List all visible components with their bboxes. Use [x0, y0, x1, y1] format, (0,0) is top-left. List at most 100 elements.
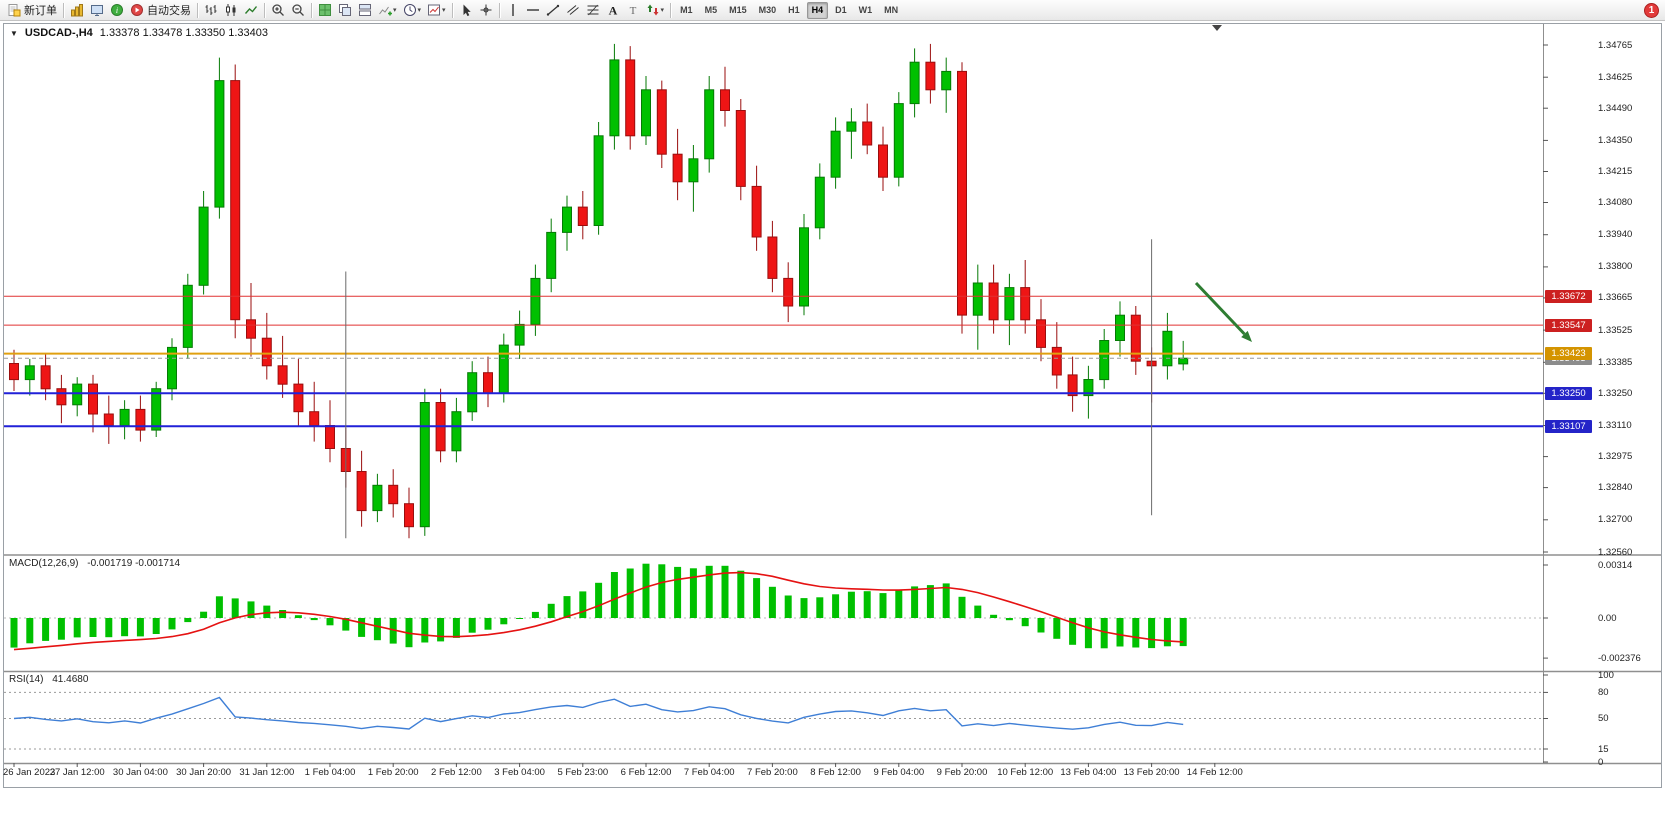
price-axis-label: 1.34625 — [1598, 71, 1633, 83]
crosshair-button[interactable] — [476, 1, 496, 19]
chart-menu-icon[interactable] — [10, 27, 18, 39]
chart-symbol-period: USDCAD-,H4 — [24, 27, 93, 39]
autotrade-icon — [130, 3, 144, 17]
trendline-button[interactable] — [543, 1, 563, 19]
zoom-in-button[interactable] — [268, 1, 288, 19]
new-order-button[interactable]: 新订单 — [4, 1, 60, 19]
chart-title: USDCAD-,H4 1.33378 1.33478 1.33350 1.334… — [10, 27, 268, 39]
macd-values: -0.001719 -0.001714 — [87, 558, 181, 569]
cursor-button[interactable] — [456, 1, 476, 19]
timeframe-d1-button[interactable]: D1 — [835, 5, 847, 15]
line-icon — [244, 3, 258, 17]
toolbar-separator — [63, 2, 64, 18]
toolbar-separator — [498, 2, 500, 18]
hline-icon — [526, 3, 540, 17]
timeframe-h4-button[interactable]: H4 — [806, 1, 829, 19]
price-line-badge: 1.33547 — [1545, 318, 1592, 332]
price-axis-label: 1.33385 — [1598, 356, 1633, 368]
indicators-button[interactable]: ▾ — [375, 1, 400, 19]
candle-chart-button[interactable] — [221, 1, 241, 19]
auto-trading-label: 自动交易 — [147, 5, 191, 17]
terminal-button[interactable] — [87, 1, 107, 19]
time-axis-label: 13 Feb 20:00 — [1123, 767, 1180, 778]
price-axis-label: 1.34350 — [1598, 134, 1633, 146]
cursor-icon — [459, 3, 473, 17]
dropdown-caret-icon: ▾ — [393, 7, 397, 14]
price-line-badge: 1.33250 — [1545, 386, 1592, 400]
arrange-icon — [358, 3, 372, 17]
macd-axis-label: 0.00 — [1598, 612, 1617, 624]
dropdown-caret-icon: ▾ — [417, 7, 422, 14]
text-label-button[interactable]: T — [623, 1, 643, 19]
tile-icon — [318, 3, 332, 17]
time-axis-label: 10 Feb 12:00 — [997, 767, 1054, 778]
price-axis-label: 1.32700 — [1598, 514, 1633, 526]
toolbar-separator — [264, 2, 265, 18]
timeframe-m1-button[interactable]: M1 — [680, 5, 693, 15]
market-watch-button[interactable] — [67, 1, 87, 19]
price-axis-label: 1.33665 — [1598, 292, 1633, 304]
tile-windows-button[interactable] — [315, 1, 335, 19]
terminal-icon — [90, 3, 104, 17]
time-axis-label: 2 Feb 12:00 — [431, 767, 482, 778]
timeframe-m5-button[interactable]: M5 — [704, 5, 718, 15]
time-axis-label: 5 Feb 23:00 — [557, 767, 609, 778]
price-axis[interactable]: 1.34765 1.34625 1.34490 1.34350 1.34215 1.340… — [1543, 24, 1663, 768]
timeframe-h1-button[interactable]: H1 — [788, 5, 800, 15]
price-axis-label: 1.33940 — [1598, 229, 1633, 241]
chart-ohlc-values: 1.33378 1.33478 1.33350 1.33403 — [99, 27, 268, 39]
clock-icon — [403, 3, 417, 17]
timeframe-m30-button[interactable]: M30 — [758, 5, 777, 15]
bar-chart-button[interactable] — [201, 1, 221, 19]
arrows-icon — [646, 3, 660, 17]
new-order-icon — [7, 3, 21, 17]
price-axis-label: 1.34765 — [1598, 39, 1633, 51]
time-axis-label: 7 Feb 20:00 — [747, 767, 798, 778]
navigator-icon: i — [110, 3, 124, 17]
periods-button[interactable]: ▾ — [400, 1, 425, 19]
macd-title: MACD(12,26,9) — [9, 558, 79, 569]
fibonacci-button[interactable] — [583, 1, 603, 19]
time-axis-label: 13 Feb 04:00 — [1060, 767, 1117, 778]
timeframe-w1-button[interactable]: W1 — [858, 5, 873, 15]
chart-plot-area[interactable] — [4, 24, 1543, 763]
time-axis-label: 30 Jan 20:00 — [176, 767, 232, 778]
macd-indicator-label: MACD(12,26,9) -0.001719 -0.001714 — [9, 558, 180, 569]
text-button[interactable]: A — [603, 1, 623, 19]
indicators-icon — [378, 3, 392, 17]
template-icon — [427, 3, 441, 17]
time-axis-label: 26 Jan 2023 — [3, 767, 56, 778]
price-axis-label: 1.33525 — [1598, 324, 1633, 336]
price-axis-label: 1.33800 — [1598, 261, 1633, 273]
horizontal-line-button[interactable] — [523, 1, 543, 19]
time-axis-label: 14 Feb 12:00 — [1186, 767, 1243, 778]
channel-icon — [566, 3, 580, 17]
channel-button[interactable] — [563, 1, 583, 19]
price-axis-label: 1.33250 — [1598, 387, 1633, 399]
navigator-button[interactable]: i — [107, 1, 127, 19]
vline-icon — [506, 3, 520, 17]
time-axis-label: 9 Feb 20:00 — [936, 767, 988, 778]
arrows-button[interactable]: ▾ — [643, 1, 668, 19]
zoom-out-button[interactable] — [288, 1, 308, 19]
label-icon: T — [626, 3, 640, 17]
candles-icon — [224, 3, 238, 17]
price-line-badge: 1.33423 — [1545, 347, 1592, 361]
arrange-windows-button[interactable] — [355, 1, 375, 19]
notification-badge[interactable]: 1 — [1644, 3, 1659, 18]
templates-button[interactable]: ▾ — [424, 1, 449, 19]
cascade-windows-button[interactable] — [335, 1, 355, 19]
price-axis-label: 1.34490 — [1598, 102, 1633, 114]
bars-icon — [204, 3, 218, 17]
auto-trading-button[interactable]: 自动交易 — [127, 1, 194, 19]
timeframe-mn-button[interactable]: MN — [884, 5, 899, 15]
time-axis[interactable]: 26 Jan 2023 27 Jan 12:00 30 Jan 04:00 30 Ja… — [0, 763, 1665, 787]
toolbar-separator — [311, 2, 312, 18]
vertical-line-button[interactable] — [503, 1, 523, 19]
timeframe-m15-button[interactable]: M15 — [729, 5, 747, 15]
charts-icon — [70, 3, 84, 17]
time-axis-label: 6 Feb 12:00 — [620, 767, 672, 778]
line-chart-button[interactable] — [241, 1, 261, 19]
time-axis-label: 3 Feb 04:00 — [494, 767, 545, 778]
macd-axis-label: 0.00314 — [1598, 559, 1633, 571]
